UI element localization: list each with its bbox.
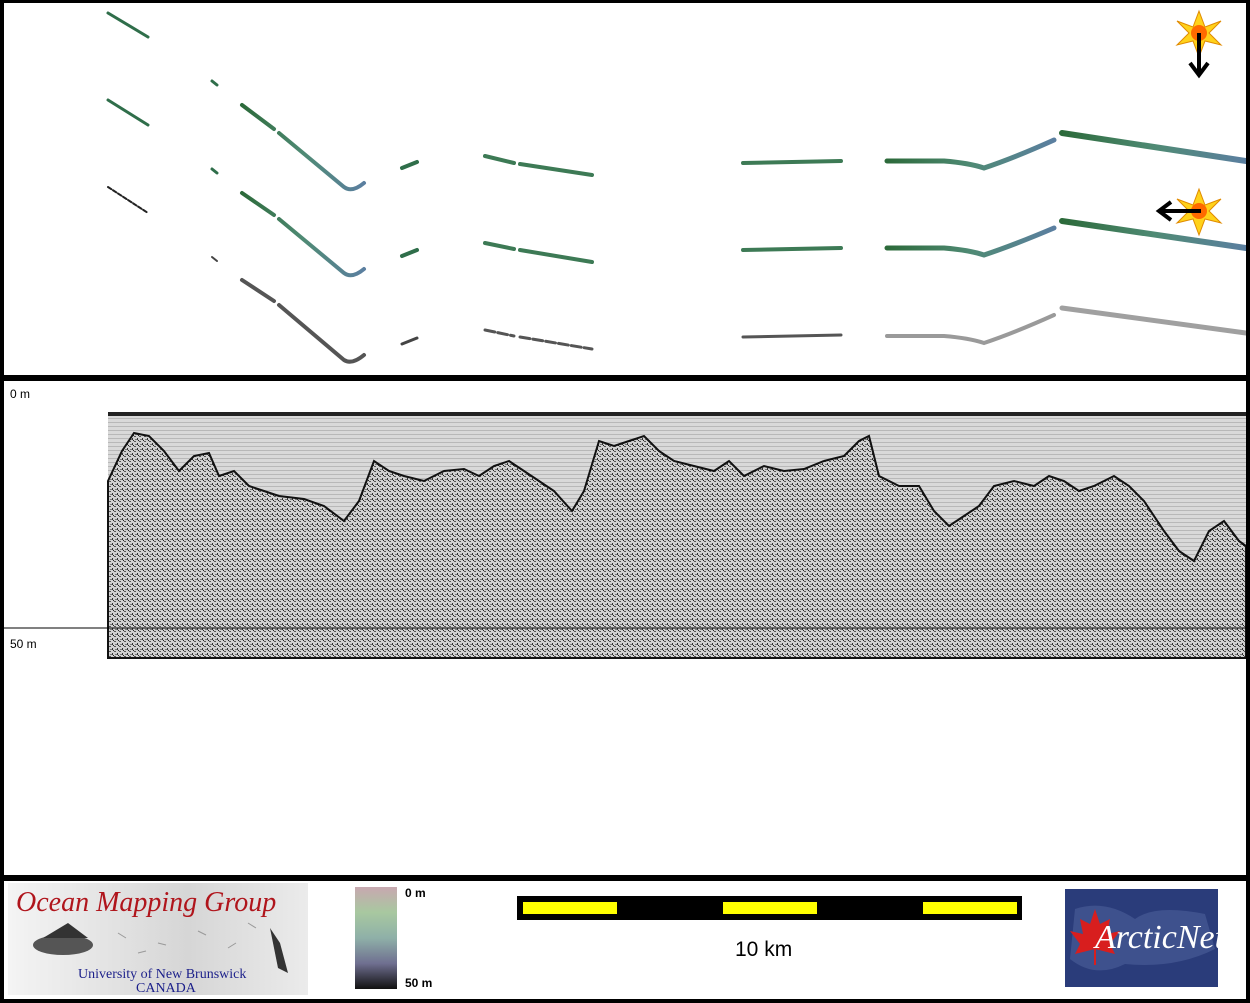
omg-logo: Ocean Mapping Group University of New Br… [8,883,308,996]
track-row-greyscale [107,186,1246,364]
depth-label-top: 0 m [10,387,31,401]
maple-leaf-icon [1070,905,1215,971]
scale-segment [523,902,617,914]
colorbar-bottom-label: 50 m [405,976,433,990]
omg-country: CANADA [136,981,196,996]
track-row-sun-east [106,98,1246,278]
scale-segment [723,902,817,914]
omg-logo-graphic [33,922,288,973]
footer-panel: Ocean Mapping Group University of New Br… [4,881,1246,999]
arcticnet-text: ArcticNet [1095,919,1218,956]
omg-university: University of New Brunswick [78,967,247,982]
sun-with-down-arrow-icon [1175,9,1223,79]
arcticnet-logo: ArcticNet [1065,889,1218,987]
omg-title: Ocean Mapping Group [16,887,277,918]
scale-bar-label: 10 km [735,938,793,961]
scale-bar [517,896,1022,920]
sun-with-left-arrow-icon [1155,187,1223,237]
seismic-profile-image [4,412,1246,659]
depth-label-bottom: 50 m [10,637,37,651]
subbottom-profile-panel: 0 m 50 m [4,381,1246,875]
depth-colorbar [355,887,397,989]
colorbar-top-label: 0 m [405,886,426,900]
track-overview-panel [4,3,1246,375]
track-overview-svg [106,9,1246,364]
track-row-sun-north [106,11,1246,192]
scale-segment [923,902,1017,914]
